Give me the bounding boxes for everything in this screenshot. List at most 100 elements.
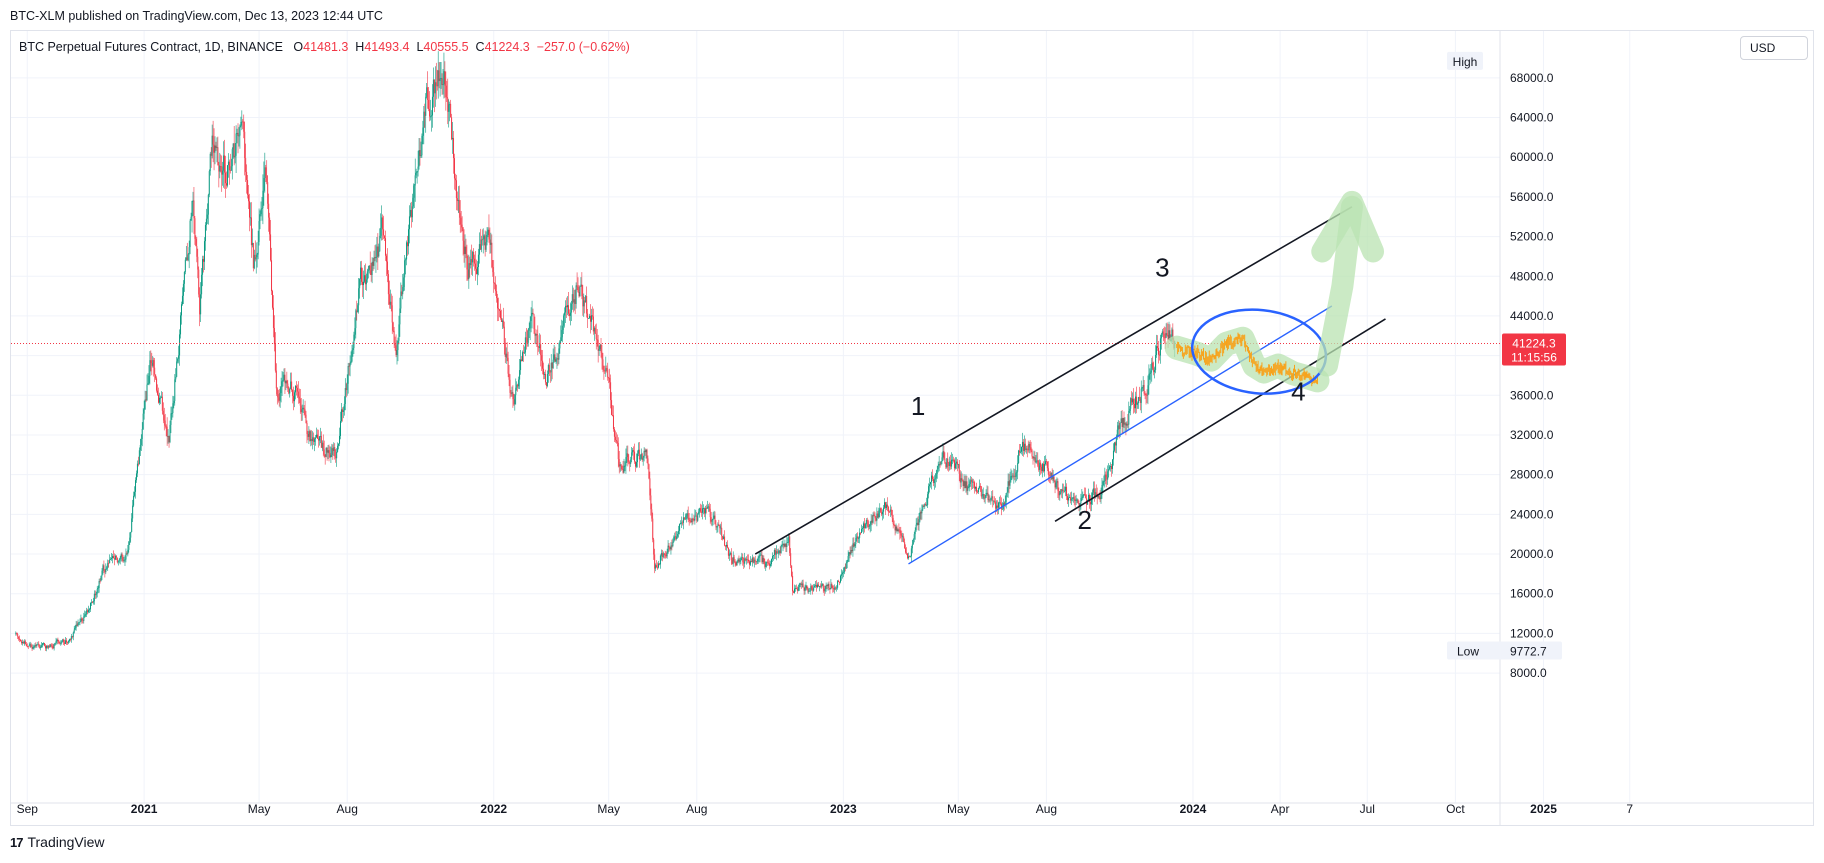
footer-brand[interactable]: 17 TradingView xyxy=(10,834,105,850)
wave-label: 4 xyxy=(1291,376,1305,406)
candle-body xyxy=(933,479,935,483)
candle-body xyxy=(52,646,54,649)
candle-body xyxy=(1060,489,1062,493)
candle-body xyxy=(956,461,958,465)
y-tick-label: 24000.0 xyxy=(1510,507,1554,521)
candle-body xyxy=(44,642,46,646)
candle-body xyxy=(1116,429,1118,438)
candle-body xyxy=(810,586,812,591)
candle-body xyxy=(541,355,543,361)
candle-body xyxy=(805,585,807,588)
candle-body xyxy=(1080,498,1082,504)
candle-body xyxy=(895,526,897,531)
candle-body xyxy=(767,561,769,563)
candle-body xyxy=(770,564,772,566)
candle-body xyxy=(506,353,508,358)
candle-body xyxy=(662,553,664,557)
candle-body xyxy=(398,324,400,341)
candle-body xyxy=(282,380,284,382)
candle-body xyxy=(862,528,864,529)
candle-body xyxy=(200,294,202,315)
candle-body xyxy=(680,523,682,525)
candle-body xyxy=(599,344,601,350)
candle-body xyxy=(423,111,425,128)
candle-body xyxy=(768,562,770,564)
candle-body xyxy=(211,135,213,156)
candle-body xyxy=(486,234,488,243)
candle-body xyxy=(862,523,864,529)
candle-body xyxy=(881,512,883,515)
legend-low-value: 40555.5 xyxy=(423,40,469,54)
candle-body xyxy=(591,315,593,317)
low-marker-value: 9772.7 xyxy=(1510,644,1547,658)
candle-body xyxy=(682,517,684,523)
candle-body xyxy=(140,439,142,445)
candle-body xyxy=(729,553,731,555)
candle-body xyxy=(570,303,572,313)
candle-body xyxy=(1066,496,1068,501)
candle-body xyxy=(1145,394,1147,396)
candle-body xyxy=(928,486,930,495)
candle-body xyxy=(1005,493,1007,502)
legend-change: −257.0 (−0.62%) xyxy=(536,40,630,54)
candle-body xyxy=(106,567,108,569)
candle-body xyxy=(294,385,296,393)
candle-body xyxy=(247,180,249,195)
candle-body xyxy=(292,390,294,396)
candle-body xyxy=(861,528,863,534)
candle-body xyxy=(809,590,811,592)
candle-body xyxy=(824,589,826,592)
candle-body xyxy=(22,642,24,644)
candle-body xyxy=(490,242,492,245)
candle-body xyxy=(738,559,740,562)
candle-body xyxy=(1172,329,1174,340)
candle-body xyxy=(623,465,625,473)
candle-body xyxy=(569,312,571,316)
candle-body xyxy=(884,502,886,508)
candle-body xyxy=(571,294,573,304)
candle-body xyxy=(56,639,58,642)
candle-body xyxy=(834,587,836,590)
candle-body xyxy=(338,443,340,446)
candle-body xyxy=(94,593,96,596)
candle-body xyxy=(460,217,462,225)
candle-body xyxy=(772,555,774,557)
currency-button[interactable]: USD xyxy=(1740,36,1808,60)
candle-body xyxy=(218,165,220,172)
candle-body xyxy=(1019,450,1021,453)
candle-body xyxy=(888,511,890,513)
candle-body xyxy=(1092,488,1094,493)
candle-body xyxy=(1040,462,1042,467)
candle-body xyxy=(973,481,975,483)
candle-body xyxy=(969,481,971,484)
candle-body xyxy=(525,337,527,339)
candles-group xyxy=(15,51,1176,652)
candle-body xyxy=(40,646,42,649)
candle-body xyxy=(210,153,212,156)
candle-body xyxy=(141,428,143,440)
candle-body xyxy=(158,394,160,403)
candle-body xyxy=(164,420,166,426)
candle-body xyxy=(947,458,949,463)
candle-body xyxy=(673,536,675,542)
candle-body xyxy=(957,464,959,465)
candle-body xyxy=(491,242,493,268)
candle-body xyxy=(510,392,512,394)
candle-body xyxy=(711,520,713,522)
candle-body xyxy=(383,229,385,236)
candle-body xyxy=(576,285,578,287)
candle-body xyxy=(796,588,798,591)
candle-body xyxy=(1108,469,1110,472)
brand-name: TradingView xyxy=(27,834,105,850)
candle-body xyxy=(1143,384,1145,394)
candle-body xyxy=(703,508,705,510)
candle-body xyxy=(835,587,837,589)
candle-body xyxy=(35,645,37,646)
candle-body xyxy=(1032,456,1034,459)
candle-body xyxy=(1081,496,1083,499)
candle-body xyxy=(299,398,301,406)
candle-body xyxy=(762,557,764,563)
candle-body xyxy=(990,498,992,500)
candle-body xyxy=(288,388,290,394)
